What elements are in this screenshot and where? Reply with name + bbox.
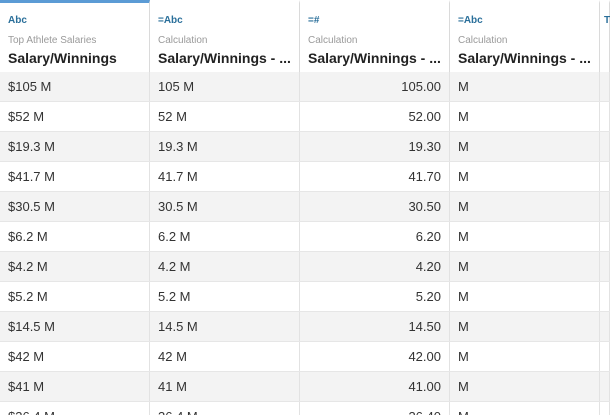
column-header-calc-2[interactable]: =# Calculation Salary/Winnings - ... [300,0,450,72]
table-cell[interactable]: 41.70 [300,162,450,191]
table-cell[interactable]: 19.3 M [150,132,300,161]
table-cell[interactable]: 14.50 [300,312,450,341]
table-cell[interactable]: 41 M [150,372,300,401]
table-cell[interactable]: $6.2 M [0,222,150,251]
calculated-string-type-icon[interactable]: =Abc [158,15,183,26]
table-cell-partial[interactable] [600,402,610,415]
column-header-calc-1[interactable]: =Abc Calculation Salary/Winnings - ... [150,0,300,72]
string-type-icon[interactable]: Abc [8,15,27,26]
table-row[interactable]: $42 M 42 M 42.00 M [0,342,610,372]
column-header-calc-3[interactable]: =Abc Calculation Salary/Winnings - ... [450,0,600,72]
table-cell[interactable]: M [450,72,600,101]
table-cell[interactable]: 41.00 [300,372,450,401]
column-origin: Calculation [158,35,208,46]
table-row[interactable]: $14.5 M 14.5 M 14.50 M [0,312,610,342]
table-cell[interactable]: $41 M [0,372,150,401]
table-cell[interactable]: 4.20 [300,252,450,281]
table-cell[interactable]: $19.3 M [0,132,150,161]
table-cell[interactable]: M [450,282,600,311]
table-cell-partial[interactable] [600,102,610,131]
column-name: Salary/Winnings - ... [458,50,591,66]
table-cell[interactable]: M [450,222,600,251]
table-cell[interactable]: 5.20 [300,282,450,311]
table-cell-partial[interactable] [600,282,610,311]
table-cell[interactable]: $105 M [0,72,150,101]
table-cell[interactable]: 36.4 M [150,402,300,415]
table-row[interactable]: $5.2 M 5.2 M 5.20 M [0,282,610,312]
table-row[interactable]: $36.4 M36.4 M36.40M [0,402,610,415]
table-row[interactable]: $52 M 52 M 52.00 M [0,102,610,132]
table-cell[interactable]: 6.20 [300,222,450,251]
table-cell[interactable]: 19.30 [300,132,450,161]
table-cell-partial[interactable] [600,342,610,371]
table-cell[interactable]: 42.00 [300,342,450,371]
table-cell[interactable]: M [450,162,600,191]
table-cell[interactable]: 52 M [150,102,300,131]
table-cell[interactable]: 30.5 M [150,192,300,221]
table-cell[interactable]: M [450,192,600,221]
table-cell[interactable]: 6.2 M [150,222,300,251]
column-origin: Calculation [458,35,508,46]
table-cell[interactable]: M [450,402,600,415]
table-cell[interactable]: 30.50 [300,192,450,221]
table-row[interactable]: $41 M 41 M 41.00 M [0,372,610,402]
table-cell[interactable]: 14.5 M [150,312,300,341]
partial-type-icon: T [604,15,610,26]
table-cell[interactable]: M [450,342,600,371]
column-header-partial[interactable]: T [600,0,610,72]
table-cell[interactable]: 41.7 M [150,162,300,191]
table-cell[interactable]: 105 M [150,72,300,101]
table-cell-partial[interactable] [600,372,610,401]
column-origin: Top Athlete Salaries [8,35,97,46]
table-cell-partial[interactable] [600,312,610,341]
column-header-row: Abc Top Athlete Salaries Salary/Winnings… [0,0,610,73]
table-cell[interactable]: $4.2 M [0,252,150,281]
table-cell[interactable]: M [450,372,600,401]
table-cell[interactable]: 4.2 M [150,252,300,281]
table-cell-partial[interactable] [600,192,610,221]
table-cell[interactable]: M [450,312,600,341]
table-cell[interactable]: 52.00 [300,102,450,131]
table-row[interactable]: $19.3 M 19.3 M 19.30 M [0,132,610,162]
table-cell[interactable]: $41.7 M [0,162,150,191]
table-cell-partial[interactable] [600,132,610,161]
column-origin: Calculation [308,35,358,46]
column-name: Salary/Winnings [8,50,117,66]
table-cell-partial[interactable] [600,162,610,191]
table-row[interactable]: $6.2 M 6.2 M 6.20 M [0,222,610,252]
table-cell[interactable]: $52 M [0,102,150,131]
table-cell[interactable]: M [450,132,600,161]
table-cell-partial[interactable] [600,222,610,251]
table-cell[interactable]: $14.5 M [0,312,150,341]
table-cell-partial[interactable] [600,72,610,101]
column-name: Salary/Winnings - ... [308,50,441,66]
table-row[interactable]: $30.5 M 30.5 M 30.50 M [0,192,610,222]
table-row[interactable]: $41.7 M 41.7 M 41.70 M [0,162,610,192]
table-cell[interactable]: M [450,102,600,131]
table-cell[interactable]: $42 M [0,342,150,371]
table-body: $105 M 105 M 105.00 M $52 M 52 M 52.00 M $19.3 M… [0,72,610,415]
column-header-salary-winnings[interactable]: Abc Top Athlete Salaries Salary/Winnings [0,0,150,72]
table-cell[interactable]: 36.40 [300,402,450,415]
table-row[interactable]: $4.2 M 4.2 M 4.20 M [0,252,610,282]
table-row[interactable]: $105 M 105 M 105.00 M [0,72,610,102]
calculated-number-type-icon[interactable]: =# [308,15,320,26]
table-cell-partial[interactable] [600,252,610,281]
table-cell[interactable]: $5.2 M [0,282,150,311]
table-cell[interactable]: 5.2 M [150,282,300,311]
table-cell[interactable]: 105.00 [300,72,450,101]
table-cell[interactable]: $36.4 M [0,402,150,415]
column-name: Salary/Winnings - ... [158,50,291,66]
table-cell[interactable]: M [450,252,600,281]
table-cell[interactable]: 42 M [150,342,300,371]
table-cell[interactable]: $30.5 M [0,192,150,221]
calculated-string-type-icon[interactable]: =Abc [458,15,483,26]
